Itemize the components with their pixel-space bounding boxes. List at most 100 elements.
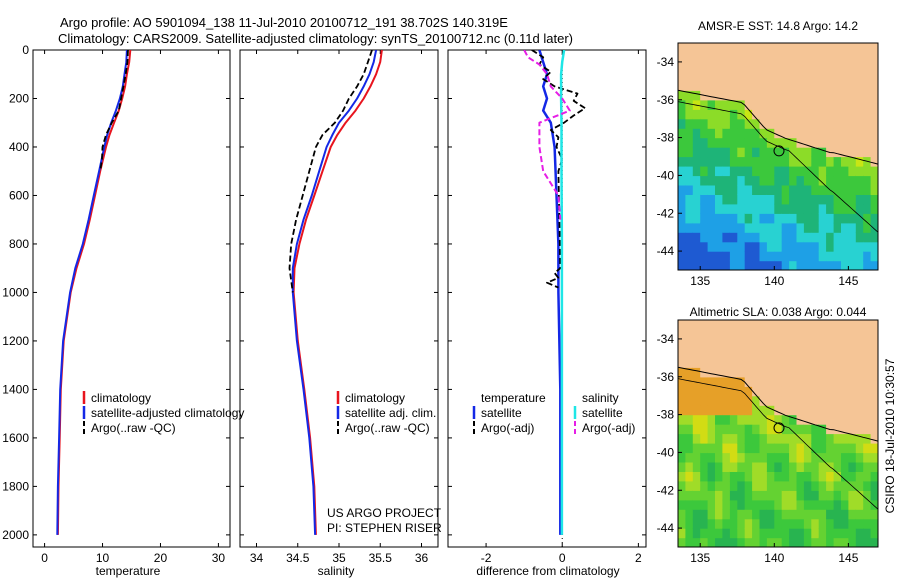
map-cell <box>737 528 746 539</box>
map-cell <box>744 528 753 539</box>
map-cell <box>692 175 701 186</box>
map-cell <box>752 43 761 54</box>
map-cell <box>766 128 775 139</box>
map-cell <box>685 329 694 340</box>
map-cell <box>678 357 686 368</box>
map-cell <box>774 118 783 129</box>
map-cell <box>811 329 820 340</box>
map-cell <box>855 376 864 387</box>
map-cell <box>729 471 738 482</box>
map-cell <box>841 480 849 491</box>
argo-position-marker <box>773 145 785 157</box>
map-cell <box>781 518 790 529</box>
map-cell <box>759 184 768 195</box>
map-cell <box>803 61 812 72</box>
map-cell <box>759 43 768 54</box>
map-cell <box>729 71 738 82</box>
map-cell <box>781 443 790 454</box>
map-cell <box>715 90 723 101</box>
map-cell <box>692 348 701 359</box>
map-cell <box>870 147 878 158</box>
map-cell <box>855 433 864 444</box>
map-cell <box>729 80 738 91</box>
map-cell <box>774 137 783 148</box>
map-cell <box>678 405 686 416</box>
map-cell <box>737 80 746 91</box>
map-cell <box>744 80 753 91</box>
map-cell <box>744 52 753 63</box>
map-cell <box>685 241 694 252</box>
map-cell <box>752 433 761 444</box>
map-cell <box>855 329 864 340</box>
map-cell <box>774 251 783 262</box>
series-argo-raw-qc- <box>99 50 129 172</box>
map-cell <box>759 518 768 529</box>
map-cell <box>752 61 761 72</box>
map-cell <box>715 109 723 120</box>
map-cell <box>855 156 864 167</box>
map-cell <box>811 499 820 510</box>
map-cell <box>870 213 878 224</box>
map-cell <box>759 241 768 252</box>
map-cell <box>803 137 812 148</box>
map-cell <box>759 461 768 472</box>
map-cell <box>803 128 812 139</box>
map-cell <box>729 528 738 539</box>
map-cell <box>855 537 864 547</box>
map-cell <box>863 222 872 233</box>
series-temperature-satellite <box>538 50 562 535</box>
map-cell <box>737 90 746 101</box>
map-cell <box>841 137 849 148</box>
map-cell <box>678 241 686 252</box>
map-cell <box>789 452 798 463</box>
map-cell <box>685 320 694 331</box>
map-cell <box>722 156 731 167</box>
map-cell <box>826 452 835 463</box>
map-cell <box>759 480 768 491</box>
map-cell <box>818 405 827 416</box>
map-cell <box>796 90 805 101</box>
map-cell <box>774 90 783 101</box>
map-cell <box>863 320 872 331</box>
map-cell <box>744 386 753 397</box>
map-cell <box>707 194 716 205</box>
map-cell <box>789 109 798 120</box>
map-cell <box>789 52 798 63</box>
series-group <box>288 50 383 535</box>
map-cell <box>678 137 686 148</box>
map-cell <box>774 357 783 368</box>
map-cell <box>789 471 798 482</box>
map-cell <box>766 537 775 547</box>
x-tick-label: 2 <box>635 551 642 565</box>
map-cell <box>803 490 812 501</box>
map-y-tick-label: -40 <box>657 445 675 459</box>
map-cell <box>833 386 842 397</box>
map-cell <box>729 90 738 101</box>
map-cell <box>870 443 878 454</box>
map-cell <box>796 348 805 359</box>
map-cell <box>774 338 783 349</box>
map-cell <box>700 61 709 72</box>
map-cell <box>818 175 827 186</box>
map-cell <box>692 137 701 148</box>
map-cell <box>789 414 798 425</box>
map-cell <box>759 338 768 349</box>
map-cell <box>692 80 701 91</box>
map-cell <box>737 128 746 139</box>
map-cell <box>789 222 798 233</box>
map-cell <box>737 99 746 110</box>
pi-label: PI: STEPHEN RISER <box>327 521 442 535</box>
map-cell <box>752 518 761 529</box>
map-cell <box>826 222 835 233</box>
map-cell <box>848 490 857 501</box>
map-cell <box>707 52 716 63</box>
map-cell <box>796 118 805 129</box>
map-cell <box>752 156 761 167</box>
map-cell <box>841 241 849 252</box>
map-cell <box>774 241 783 252</box>
map-cell <box>848 357 857 368</box>
map-cell <box>685 232 694 243</box>
map-cell <box>855 109 864 120</box>
map-cell <box>707 43 716 54</box>
map-cell <box>722 99 731 110</box>
